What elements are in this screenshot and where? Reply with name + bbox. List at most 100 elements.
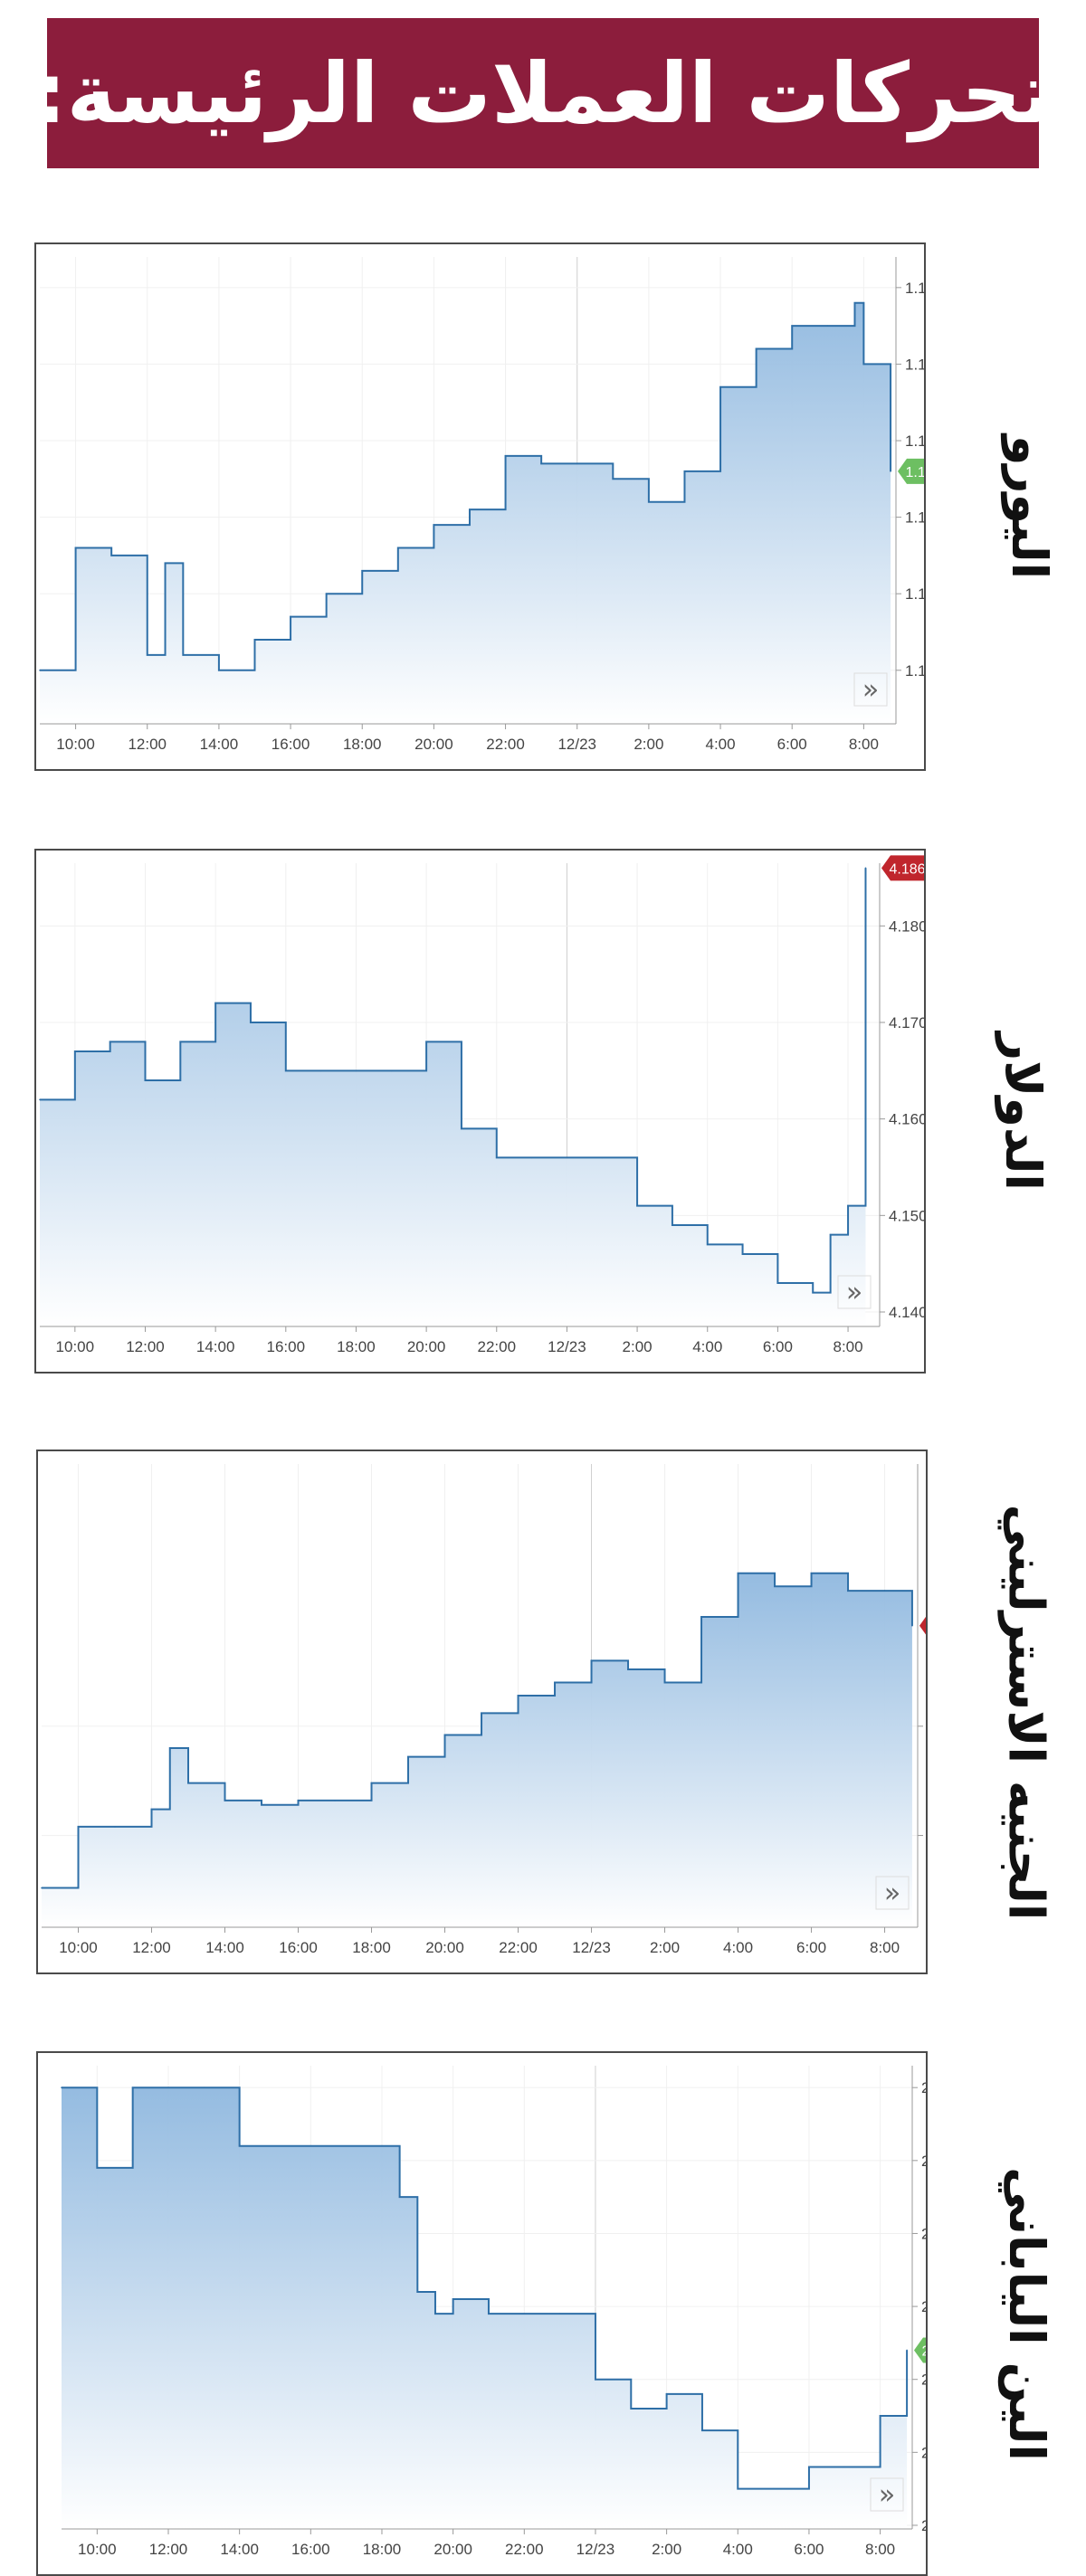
page-title: تحركات العملات الرئيسة: [33, 44, 1053, 142]
chevron-right-icon[interactable]: » [884, 1877, 900, 1909]
data-point [253, 639, 256, 641]
currency-label: الين الياباني [997, 2051, 1055, 2576]
data-point [719, 386, 721, 388]
x-tick-label: 18:00 [337, 1338, 376, 1355]
data-point [864, 867, 867, 870]
chart-frame: 10:00 12:00 14:00 16:00 18:00 20:00 22:00 12/23… [34, 849, 926, 1374]
data-point [110, 555, 112, 556]
data-point [576, 462, 578, 465]
nav-button[interactable] [853, 672, 888, 707]
chevron-right-icon[interactable]: » [879, 2479, 895, 2511]
data-point [601, 1156, 604, 1159]
x-tick-label: 12:00 [132, 1939, 171, 1956]
chevron-right-icon[interactable]: » [862, 674, 879, 706]
data-point [397, 547, 399, 549]
data-point [407, 1755, 409, 1758]
data-point [772, 2487, 775, 2490]
currency-label: الجنيه الاسترليني [998, 1450, 1055, 1974]
x-tick-label: 10:00 [59, 1939, 98, 1956]
data-point [612, 478, 614, 480]
data-point [648, 500, 650, 503]
x-tick-label: 14:00 [220, 2541, 259, 2558]
y-tick-label: 4.1700 [889, 1014, 924, 1031]
y-tick-label: 2.0500 [921, 2298, 926, 2315]
data-point [523, 2313, 526, 2315]
data-point [495, 1156, 498, 1159]
data-point [843, 2466, 846, 2468]
x-tick-label: 2:00 [650, 1939, 680, 1956]
x-tick-label: 20:00 [407, 1338, 446, 1355]
y-tick-label: 2.0300 [921, 2444, 926, 2461]
data-point [325, 593, 328, 594]
x-tick-label: 14:00 [196, 1338, 235, 1355]
currency-label-text: الين الياباني [997, 2166, 1055, 2461]
data-point [77, 1826, 80, 1828]
x-tick-label: 12:00 [128, 736, 167, 753]
data-point [146, 654, 148, 656]
data-point [862, 363, 865, 366]
data-point [150, 1808, 153, 1811]
data-point [847, 1204, 849, 1207]
y-tick-label: 4.1400 [889, 1304, 924, 1321]
data-point [433, 524, 435, 526]
data-point [791, 325, 794, 327]
chart-frame: 10:00 12:00 14:00 16:00 18:00 20:00 22:00 12/23… [36, 2051, 928, 2576]
nav-button[interactable] [875, 1876, 910, 1910]
data-point [416, 2291, 419, 2293]
data-point [434, 2313, 436, 2315]
data-point [461, 1127, 462, 1130]
currency-label-text: الدولار [994, 1031, 1052, 1191]
chevron-right-icon[interactable]: » [846, 1277, 862, 1308]
data-point [706, 1243, 709, 1246]
x-tick-label: 12/23 [576, 2541, 615, 2558]
data-point [554, 1681, 556, 1684]
x-tick-label: 8:00 [834, 1338, 863, 1355]
x-tick-label: 4:00 [723, 1939, 753, 1956]
data-point [218, 669, 220, 671]
data-point [144, 1079, 147, 1081]
data-point [182, 654, 185, 656]
data-point [179, 1041, 182, 1043]
data-point [297, 1800, 300, 1801]
currency-label: اليورو [1002, 242, 1059, 771]
data-point [847, 1590, 849, 1592]
y-tick-label: 2.0800 [921, 2079, 926, 2096]
y-tick-label: 1.1770 [905, 509, 924, 527]
data-point [595, 2378, 596, 2381]
x-tick-label: 16:00 [279, 1939, 318, 1956]
data-point [808, 2466, 810, 2468]
data-point [737, 2487, 739, 2490]
data-point [630, 2408, 633, 2410]
data-point [883, 1590, 886, 1592]
data-point [168, 1747, 171, 1749]
chart-frame: 10:00 12:00 14:00 16:00 18:00 20:00 22:00 12/23… [34, 242, 926, 771]
data-point [381, 2144, 383, 2147]
y-tick-label: 1.1790 [905, 356, 924, 373]
data-point [540, 462, 542, 465]
x-tick-label: 2:00 [634, 736, 663, 753]
data-point [41, 1887, 43, 1889]
nav-button[interactable] [837, 1275, 872, 1309]
series-area [40, 868, 866, 1326]
data-point [398, 2196, 401, 2198]
x-tick-label: 18:00 [363, 2541, 402, 2558]
x-tick-label: 22:00 [499, 1939, 538, 1956]
x-tick-label: 4:00 [706, 736, 736, 753]
data-point [665, 2393, 668, 2395]
series-area [40, 302, 891, 724]
y-tick-label: 2.0200 [921, 2517, 926, 2534]
y-tick-label: 2.0600 [921, 2225, 926, 2242]
x-tick-label: 14:00 [205, 1939, 244, 1956]
x-tick-label: 8:00 [849, 736, 879, 753]
nav-button[interactable] [870, 2477, 904, 2512]
data-point [261, 1803, 262, 1806]
x-tick-label: 12/23 [557, 736, 596, 753]
data-point [187, 1782, 189, 1784]
data-point [700, 1616, 702, 1618]
x-tick-label: 8:00 [865, 2541, 895, 2558]
y-tick-label: 2.0700 [921, 2153, 926, 2170]
data-point [810, 1572, 813, 1574]
data-point [906, 2349, 908, 2352]
data-point [443, 1734, 446, 1736]
data-point [214, 1002, 216, 1004]
